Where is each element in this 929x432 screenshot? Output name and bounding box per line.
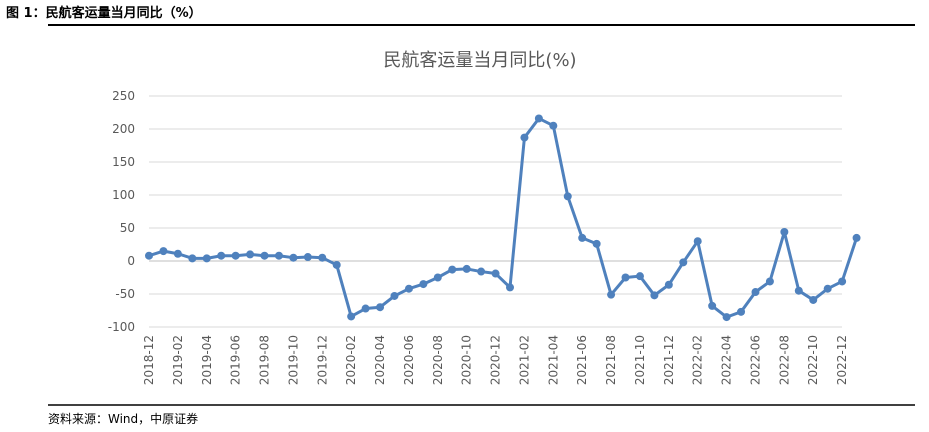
y-tick-label: 200 <box>112 122 135 136</box>
data-point <box>188 254 197 263</box>
data-point <box>217 251 226 260</box>
data-point <box>202 254 211 263</box>
y-tick-label: 150 <box>112 155 135 169</box>
data-point <box>361 304 370 313</box>
data-point <box>607 290 616 299</box>
data-point <box>578 233 587 242</box>
data-point <box>693 237 702 246</box>
x-tick-label: 2020-04 <box>373 335 387 385</box>
y-tick-label: -50 <box>115 287 135 301</box>
data-point <box>448 265 457 274</box>
x-tick-label: 2019-02 <box>171 335 185 385</box>
data-point <box>274 251 283 260</box>
x-tick-label: 2022-10 <box>806 335 820 385</box>
x-tick-label: 2019-10 <box>286 335 300 385</box>
data-point <box>145 251 153 260</box>
data-point <box>563 192 572 201</box>
data-point <box>477 267 486 276</box>
data-point <box>780 227 789 236</box>
data-point <box>765 277 774 286</box>
data-point <box>491 269 500 278</box>
x-tick-label: 2022-08 <box>777 335 791 385</box>
data-point <box>289 253 298 262</box>
chart-title: 民航客运量当月同比(%) <box>383 50 576 71</box>
data-point <box>260 251 269 260</box>
y-tick-label: 250 <box>112 89 135 103</box>
data-point <box>404 284 413 293</box>
x-tick-label: 2022-02 <box>691 335 705 385</box>
data-point <box>231 251 240 260</box>
data-point <box>534 114 543 123</box>
series-line <box>148 116 858 319</box>
data-point <box>376 303 385 312</box>
data-point <box>722 313 731 322</box>
data-point <box>635 272 644 281</box>
data-point <box>650 291 659 300</box>
data-point <box>679 258 688 267</box>
data-point <box>318 253 327 262</box>
x-tick-label: 2022-06 <box>748 335 762 385</box>
x-tick-label: 2019-06 <box>229 335 243 385</box>
y-tick-label: -100 <box>108 320 135 334</box>
y-tick-label: 0 <box>127 254 135 268</box>
data-point <box>173 249 182 258</box>
x-tick-label: 2020-06 <box>402 335 416 385</box>
y-tick-label: 50 <box>120 221 135 235</box>
data-point <box>390 291 399 300</box>
data-point <box>549 121 558 130</box>
x-tick-label: 2020-12 <box>489 335 503 385</box>
data-point <box>159 247 168 256</box>
x-tick-label: 2021-10 <box>633 335 647 385</box>
data-point <box>809 295 818 304</box>
figure-header: 图 1：民航客运量当月同比（%） <box>6 5 202 21</box>
x-tick-label: 2019-04 <box>200 335 214 385</box>
data-point <box>347 312 356 321</box>
data-point <box>737 307 746 316</box>
data-point <box>303 253 312 262</box>
data-point <box>794 286 803 295</box>
source-note: 资料来源：Wind，中原证券 <box>48 411 198 426</box>
y-tick-label: 100 <box>112 188 135 202</box>
data-point <box>462 264 471 273</box>
data-point <box>246 250 255 259</box>
data-point <box>433 273 442 282</box>
x-tick-label: 2022-12 <box>835 335 849 385</box>
x-tick-label: 2021-08 <box>604 335 618 385</box>
x-tick-label: 2019-08 <box>258 335 272 385</box>
data-point <box>621 273 630 282</box>
data-point <box>664 280 673 289</box>
x-tick-label: 2021-06 <box>575 335 589 385</box>
data-point <box>751 288 760 297</box>
x-tick-label: 2021-12 <box>662 335 676 385</box>
data-point <box>838 277 847 286</box>
x-tick-label: 2021-02 <box>517 335 531 385</box>
data-point <box>419 280 428 289</box>
data-point <box>506 283 514 292</box>
x-tick-label: 2019-12 <box>315 335 329 385</box>
data-point <box>852 233 861 242</box>
x-tick-label: 2020-08 <box>431 335 445 385</box>
x-tick-label: 2022-04 <box>720 335 734 385</box>
x-tick-label: 2020-02 <box>344 335 358 385</box>
data-point <box>823 284 832 293</box>
data-point <box>592 239 601 248</box>
data-point <box>520 133 529 142</box>
data-point <box>708 301 717 310</box>
x-tick-label: 2018-12 <box>142 335 156 385</box>
x-tick-label: 2021-04 <box>546 335 560 385</box>
x-tick-label: 2020-10 <box>460 335 474 385</box>
data-point <box>332 260 341 269</box>
